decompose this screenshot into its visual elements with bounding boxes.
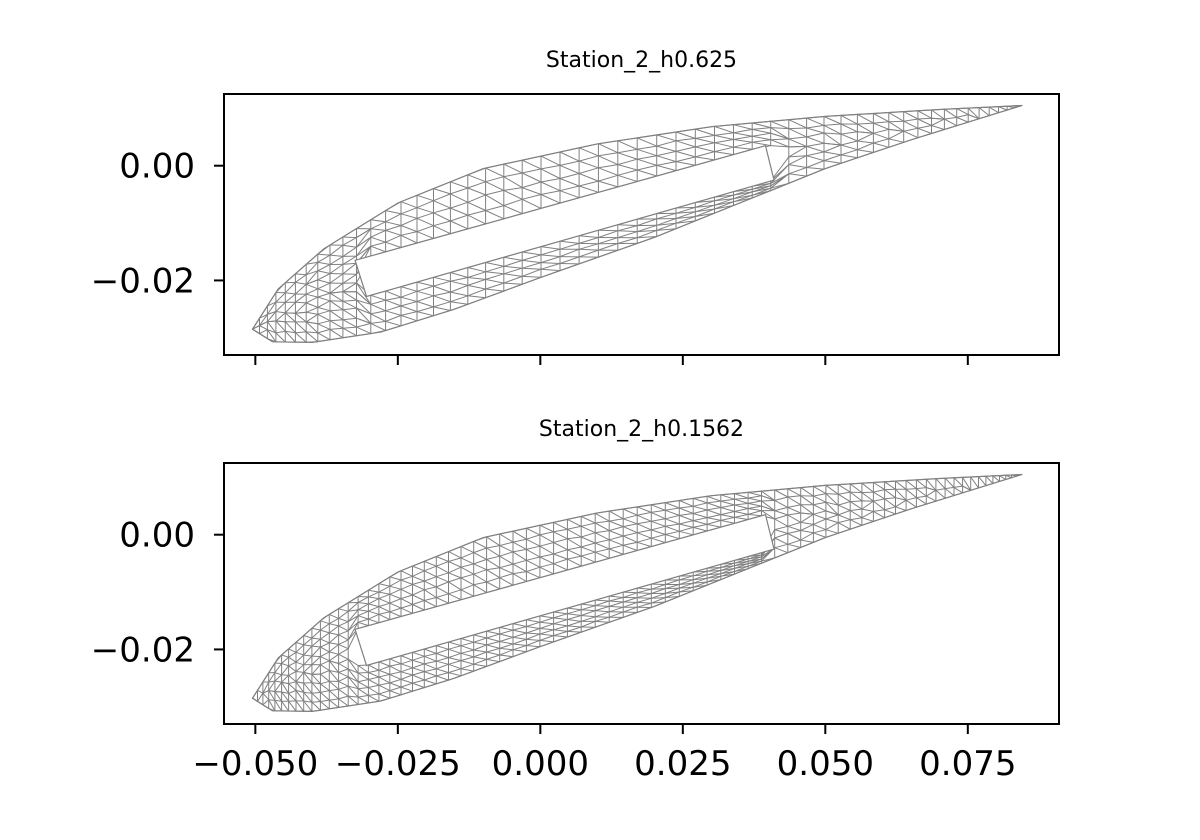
airfoil-outline — [251, 473, 1023, 712]
cavity-outline — [354, 144, 775, 298]
x-tick-label: 0.050 — [777, 744, 874, 784]
airfoil-outline — [251, 104, 1023, 343]
chart-panel-1: Station_2_h0.625 0.00 −0.02 — [91, 48, 1060, 365]
x-tick-label: −0.025 — [335, 744, 461, 784]
y-tick-label: −0.02 — [91, 261, 195, 301]
x-tick-label: 0.075 — [919, 744, 1016, 784]
chart-title: Station_2_h0.625 — [546, 48, 737, 73]
x-tick-label: −0.050 — [192, 744, 318, 784]
axes-frame — [223, 462, 1060, 725]
chart-panel-2: Station_2_h0.1562 −0.050 −0.025 0.000 0.025 0… — [91, 417, 1060, 784]
x-tick-label: 0.000 — [492, 744, 589, 784]
cavity-outline — [354, 513, 775, 667]
mesh-lines — [251, 104, 1023, 343]
mesh-lines — [251, 473, 1023, 712]
y-tick-label: −0.02 — [91, 630, 195, 670]
chart-title: Station_2_h0.1562 — [539, 417, 744, 442]
y-tick-label: 0.00 — [119, 147, 195, 187]
y-tick-label: 0.00 — [119, 516, 195, 556]
axes-frame — [223, 93, 1060, 356]
x-tick-label: 0.025 — [634, 744, 731, 784]
